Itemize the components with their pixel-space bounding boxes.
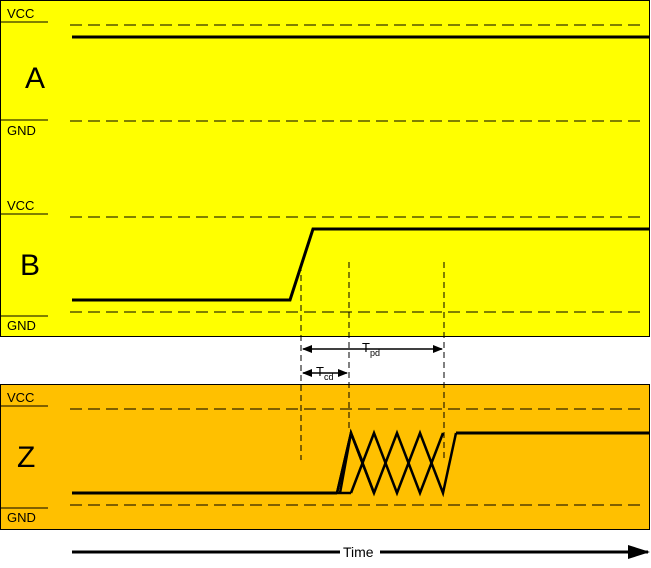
panel-z-vcc-label: VCC	[7, 390, 34, 405]
panel-b: VCC B GND	[0, 198, 650, 333]
tpd-label: Tpd	[362, 340, 380, 358]
panel-a: VCC A GND	[0, 6, 650, 138]
panel-a-vcc-label: VCC	[7, 6, 34, 21]
transition-zigzag-upper	[338, 428, 365, 494]
time-axis-label: Time	[343, 544, 374, 560]
panel-b-label: B	[20, 249, 40, 282]
panel-b-vcc-label: VCC	[7, 198, 34, 213]
panel-z-label: Z	[17, 441, 35, 474]
tpd-annotation: Tpd	[302, 340, 443, 358]
panel-a-label: A	[25, 62, 45, 95]
panel-b-gnd-label: GND	[7, 318, 36, 333]
tcd-label-sub: cd	[324, 372, 334, 382]
panel-z-gnd-label: GND	[7, 510, 36, 525]
tcd-label: Tcd	[316, 364, 333, 382]
panel-ab-background	[0, 0, 650, 337]
tcd-label-main: T	[316, 364, 324, 379]
panel-z: VCC Z GND	[0, 390, 650, 525]
panel-z-transition-region	[335, 428, 458, 498]
panel-z-background	[0, 384, 650, 530]
tpd-label-main: T	[362, 340, 370, 355]
panel-b-signal	[72, 227, 650, 302]
panel-a-gnd-label: GND	[7, 123, 36, 138]
tpd-label-sub: pd	[370, 348, 380, 358]
time-axis: Time	[72, 544, 650, 560]
transition-zigzag-lower	[349, 429, 458, 498]
tcd-annotation: Tcd	[302, 364, 348, 382]
